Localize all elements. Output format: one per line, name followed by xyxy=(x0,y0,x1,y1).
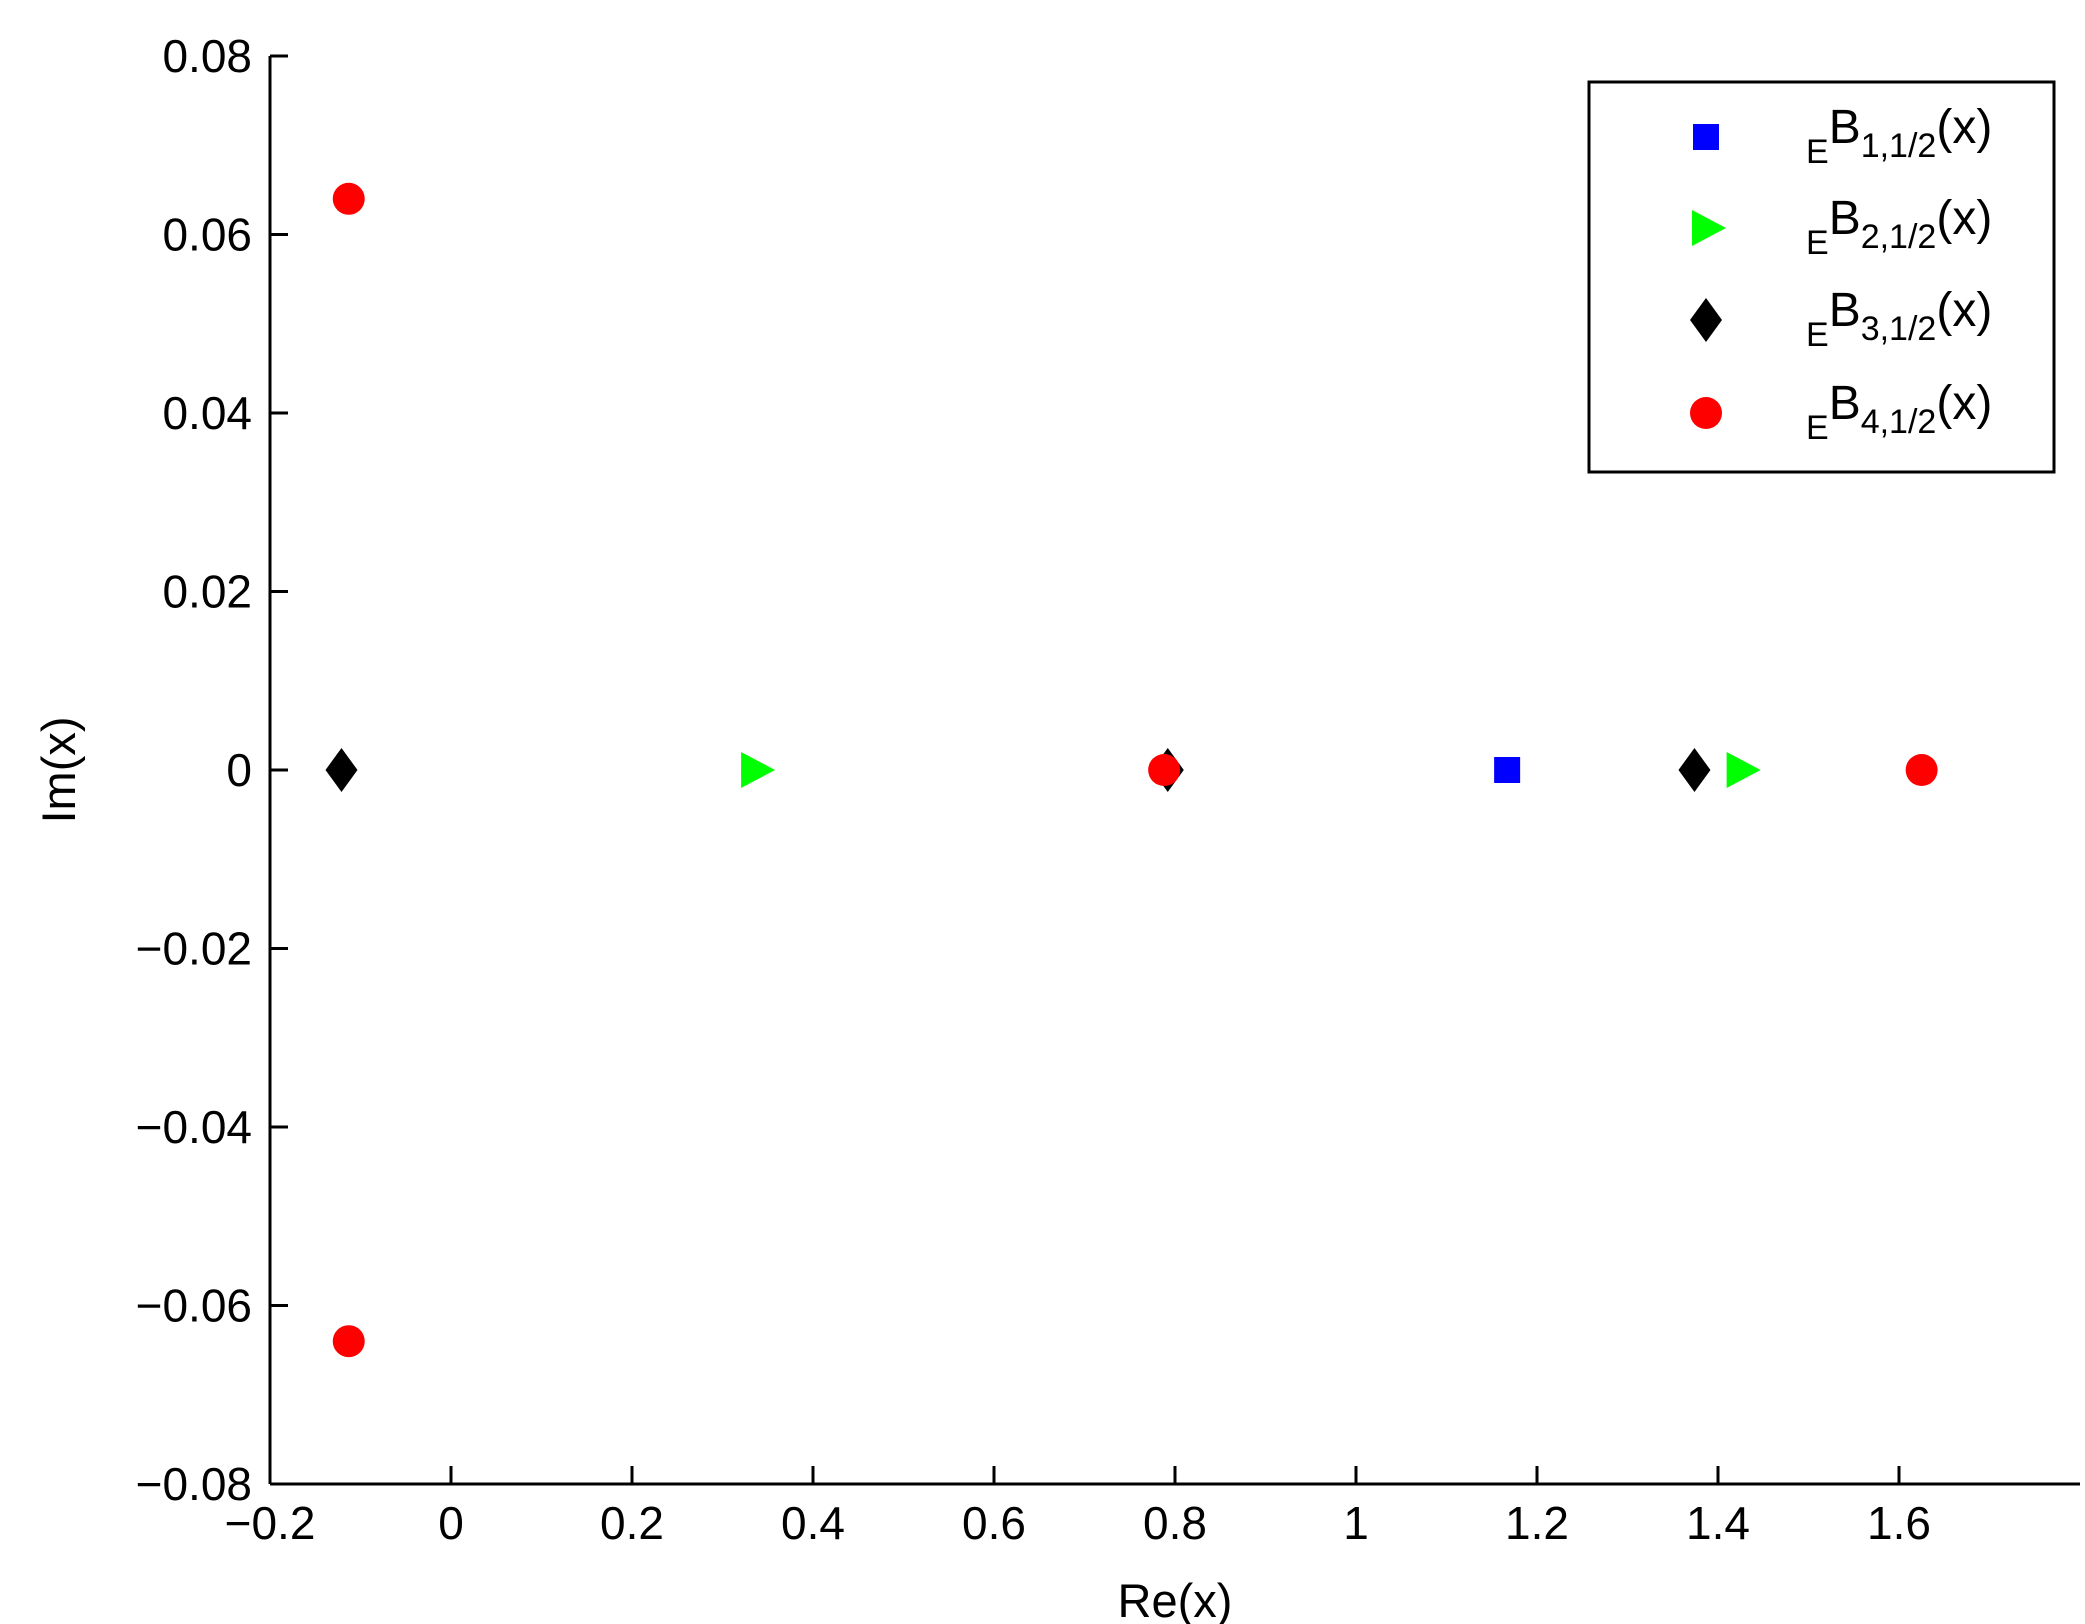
x-tick-label: 0.8 xyxy=(1143,1497,1207,1549)
data-point-series-2 xyxy=(741,752,776,788)
y-tick-label: −0.06 xyxy=(136,1280,252,1332)
y-tick-label: 0.04 xyxy=(162,387,252,439)
data-point-series-3 xyxy=(325,748,358,792)
y-tick-label: −0.04 xyxy=(136,1101,252,1153)
legend-label-series-4: EB4,1/2(x) xyxy=(1806,377,1992,447)
data-point-series-3 xyxy=(1678,748,1711,792)
legend: EB1,1/2(x) EB2,1/2(x) EB3,1/2(x) EB4,1/2(x) xyxy=(1587,80,2056,474)
legend-label-series-1: EB1,1/2(x) xyxy=(1806,101,1992,171)
data-marks xyxy=(325,182,1938,1358)
data-point-series-2 xyxy=(1726,752,1761,788)
y-tick-label: 0.08 xyxy=(162,30,252,82)
x-tick-label: 0.6 xyxy=(962,1497,1026,1549)
data-point-series-4 xyxy=(332,1325,365,1358)
x-axis-title: Re(x) xyxy=(1118,1574,1233,1624)
x-tick-label: 1.2 xyxy=(1505,1497,1569,1549)
x-tick-label: 0 xyxy=(438,1497,464,1549)
y-tick-label: −0.08 xyxy=(136,1458,252,1510)
y-tick-label: −0.02 xyxy=(136,923,252,975)
x-tick-label: 1 xyxy=(1343,1497,1369,1549)
data-point-series-1 xyxy=(1494,757,1521,783)
y-tick-label: 0.06 xyxy=(162,209,252,261)
legend-marker-series-2 xyxy=(1692,210,1726,246)
y-tick-label: 0.02 xyxy=(162,566,252,618)
axes: −0.2 0 0.2 0.4 0.6 0.8 1 1.2 1.4 1.6 0.08 0.06 0.04 0… xyxy=(136,30,2080,1549)
x-tick-label: 0.4 xyxy=(781,1497,845,1549)
y-axis-title: Im(x) xyxy=(32,716,85,823)
legend-label-series-3: EB3,1/2(x) xyxy=(1806,284,1992,354)
legend-marker-series-4 xyxy=(1690,397,1722,429)
data-point-series-4 xyxy=(332,182,365,215)
x-tick-label: 1.4 xyxy=(1686,1497,1750,1549)
legend-box xyxy=(1587,80,2056,474)
legend-marker-series-1 xyxy=(1693,124,1719,150)
legend-label-series-2: EB2,1/2(x) xyxy=(1806,192,1992,262)
x-tick-label: 1.6 xyxy=(1867,1497,1931,1549)
x-tick-label: −0.2 xyxy=(225,1497,316,1549)
data-point-series-4 xyxy=(1905,754,1938,786)
legend-marker-series-3 xyxy=(1690,298,1722,342)
x-tick-label: 0.2 xyxy=(600,1497,664,1549)
data-point-series-4 xyxy=(1148,754,1181,786)
y-tick-label: 0 xyxy=(226,744,252,796)
